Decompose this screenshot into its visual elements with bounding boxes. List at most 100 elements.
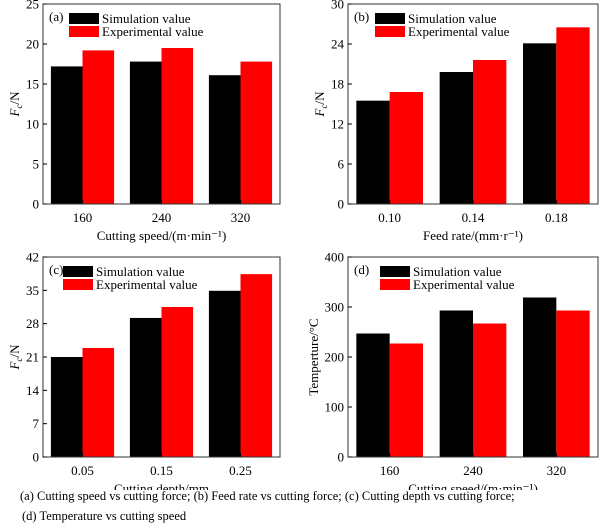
x-tick-label: 160 <box>380 463 400 478</box>
y-tick-label: 35 <box>26 283 39 298</box>
y-tick-label: 30 <box>331 0 344 12</box>
y-tick-label: 400 <box>325 250 345 265</box>
bar-simulation-0.14 <box>439 72 473 204</box>
bar-experimental-0.18 <box>556 27 590 205</box>
y-tick-label: 15 <box>26 77 39 92</box>
y-tick-label: 28 <box>26 316 39 331</box>
y-tick-label: 10 <box>26 117 39 132</box>
bar-simulation-320 <box>523 297 557 457</box>
legend-swatch-1 <box>380 279 410 290</box>
y-tick-label: 20 <box>26 37 39 52</box>
y-axis-label: Fc/N <box>7 344 24 371</box>
y-label-main: F <box>312 107 327 117</box>
bar-experimental-240 <box>473 323 507 457</box>
chart-panel-a: 160 240 320 0 5 10 15 20 25 Cutting speed/(m·min⁻… <box>7 0 281 243</box>
y-tick-label: 0 <box>33 197 40 212</box>
x-tick-label: 0.10 <box>378 210 401 225</box>
y-axis-label: Fc/N <box>7 91 24 118</box>
panel-label: (c) <box>49 262 63 277</box>
legend-label-1: Experimental value <box>96 277 198 292</box>
y-label-main: F <box>7 360 22 370</box>
chart-panel-d: 160 240 320 0 100 200 300 400 Cutting speed/(m·m… <box>306 250 599 490</box>
y-tick-label: 24 <box>331 37 345 52</box>
y-label-unit: /N <box>312 91 327 105</box>
y-tick-label: 0 <box>338 450 345 465</box>
bar-experimental-240 <box>161 48 194 204</box>
y-tick-label: 5 <box>33 157 40 172</box>
y-label-sub: c <box>14 358 24 362</box>
y-tick-label: 200 <box>325 350 345 365</box>
x-tick-label: 320 <box>547 463 567 478</box>
legend-swatch-0 <box>63 266 93 277</box>
y-tick-label: 14 <box>26 383 40 398</box>
bar-simulation-0.15 <box>129 317 162 457</box>
bar-experimental-320 <box>240 61 273 204</box>
chart-panel-c: 0.05 0.15 0.25 0 7 14 21 28 35 42 Cutting depth/mm… <box>7 250 281 490</box>
bar-simulation-160 <box>50 66 83 205</box>
legend-label-0: Simulation value <box>102 11 191 26</box>
x-tick-label: 240 <box>463 463 483 478</box>
bar-experimental-160 <box>389 343 423 457</box>
x-tick-label: 320 <box>231 210 251 225</box>
x-tick-label: 240 <box>152 210 172 225</box>
legend-label-1: Experimental value <box>408 24 510 39</box>
bar-simulation-320 <box>208 75 241 204</box>
y-tick-label: 18 <box>331 77 344 92</box>
bar-experimental-0.10 <box>389 92 423 204</box>
legend-swatch-0 <box>375 13 405 24</box>
y-tick-label: 0 <box>338 197 345 212</box>
legend-label-0: Simulation value <box>408 11 497 26</box>
y-tick-label: 6 <box>338 157 345 172</box>
legend-label-1: Experimental value <box>102 24 204 39</box>
x-tick-label: 0.05 <box>71 463 94 478</box>
y-label-sub: c <box>14 105 24 109</box>
y-tick-label: 25 <box>26 0 39 12</box>
caption-line-2: (d) Temperature vs cutting speed <box>22 509 187 523</box>
y-label-unit: /N <box>7 344 22 358</box>
panel-label: (d) <box>354 262 369 277</box>
x-tick-label: 0.18 <box>545 210 568 225</box>
y-tick-label: 42 <box>26 250 39 265</box>
y-tick-label: 100 <box>325 400 345 415</box>
caption-line-1: (a) Cutting speed vs cutting force; (b) … <box>20 489 515 503</box>
y-tick-label: 0 <box>33 450 40 465</box>
x-axis-label: Cutting speed/(m·min⁻¹) <box>408 481 538 490</box>
x-tick-label: 0.14 <box>462 210 485 225</box>
bar-simulation-0.25 <box>208 290 241 457</box>
bar-experimental-0.15 <box>161 307 194 457</box>
bar-simulation-240 <box>129 61 162 204</box>
bar-simulation-160 <box>356 333 390 457</box>
y-tick-label: 7 <box>33 416 40 431</box>
chart-panel-b: 0.10 0.14 0.18 0 6 12 18 24 30 Feed rate/(mm·r⁻¹)… <box>312 0 599 243</box>
x-axis-label: Cutting speed/(m·min⁻¹) <box>97 228 227 243</box>
legend-swatch-1 <box>63 279 93 290</box>
y-tick-label: 300 <box>325 300 345 315</box>
bar-simulation-0.18 <box>523 43 557 205</box>
legend-swatch-0 <box>69 13 99 24</box>
bar-simulation-240 <box>439 310 473 457</box>
bar-simulation-0.05 <box>50 357 83 457</box>
panel-label: (a) <box>49 9 63 24</box>
y-label-sub: c <box>319 105 329 109</box>
legend-swatch-1 <box>69 26 99 37</box>
x-tick-label: 0.25 <box>229 463 252 478</box>
bar-experimental-320 <box>556 310 590 457</box>
y-axis-label: Fc/N <box>312 91 329 118</box>
bar-simulation-0.10 <box>356 100 390 204</box>
plot-frame <box>42 3 281 205</box>
y-label-unit: /N <box>7 91 22 105</box>
x-axis-label: Cutting depth/mm <box>114 481 209 490</box>
x-tick-label: 160 <box>73 210 93 225</box>
y-axis-label: Temperture/°C <box>306 318 321 395</box>
plot-frame <box>347 3 599 205</box>
y-label-main: F <box>7 107 22 117</box>
bar-experimental-160 <box>82 50 115 205</box>
legend-label-0: Simulation value <box>96 264 185 279</box>
y-tick-label: 21 <box>26 350 39 365</box>
x-axis-label: Feed rate/(mm·r⁻¹) <box>423 228 523 243</box>
bar-experimental-0.25 <box>240 274 273 457</box>
legend-swatch-1 <box>375 26 405 37</box>
bar-experimental-0.14 <box>473 60 507 204</box>
